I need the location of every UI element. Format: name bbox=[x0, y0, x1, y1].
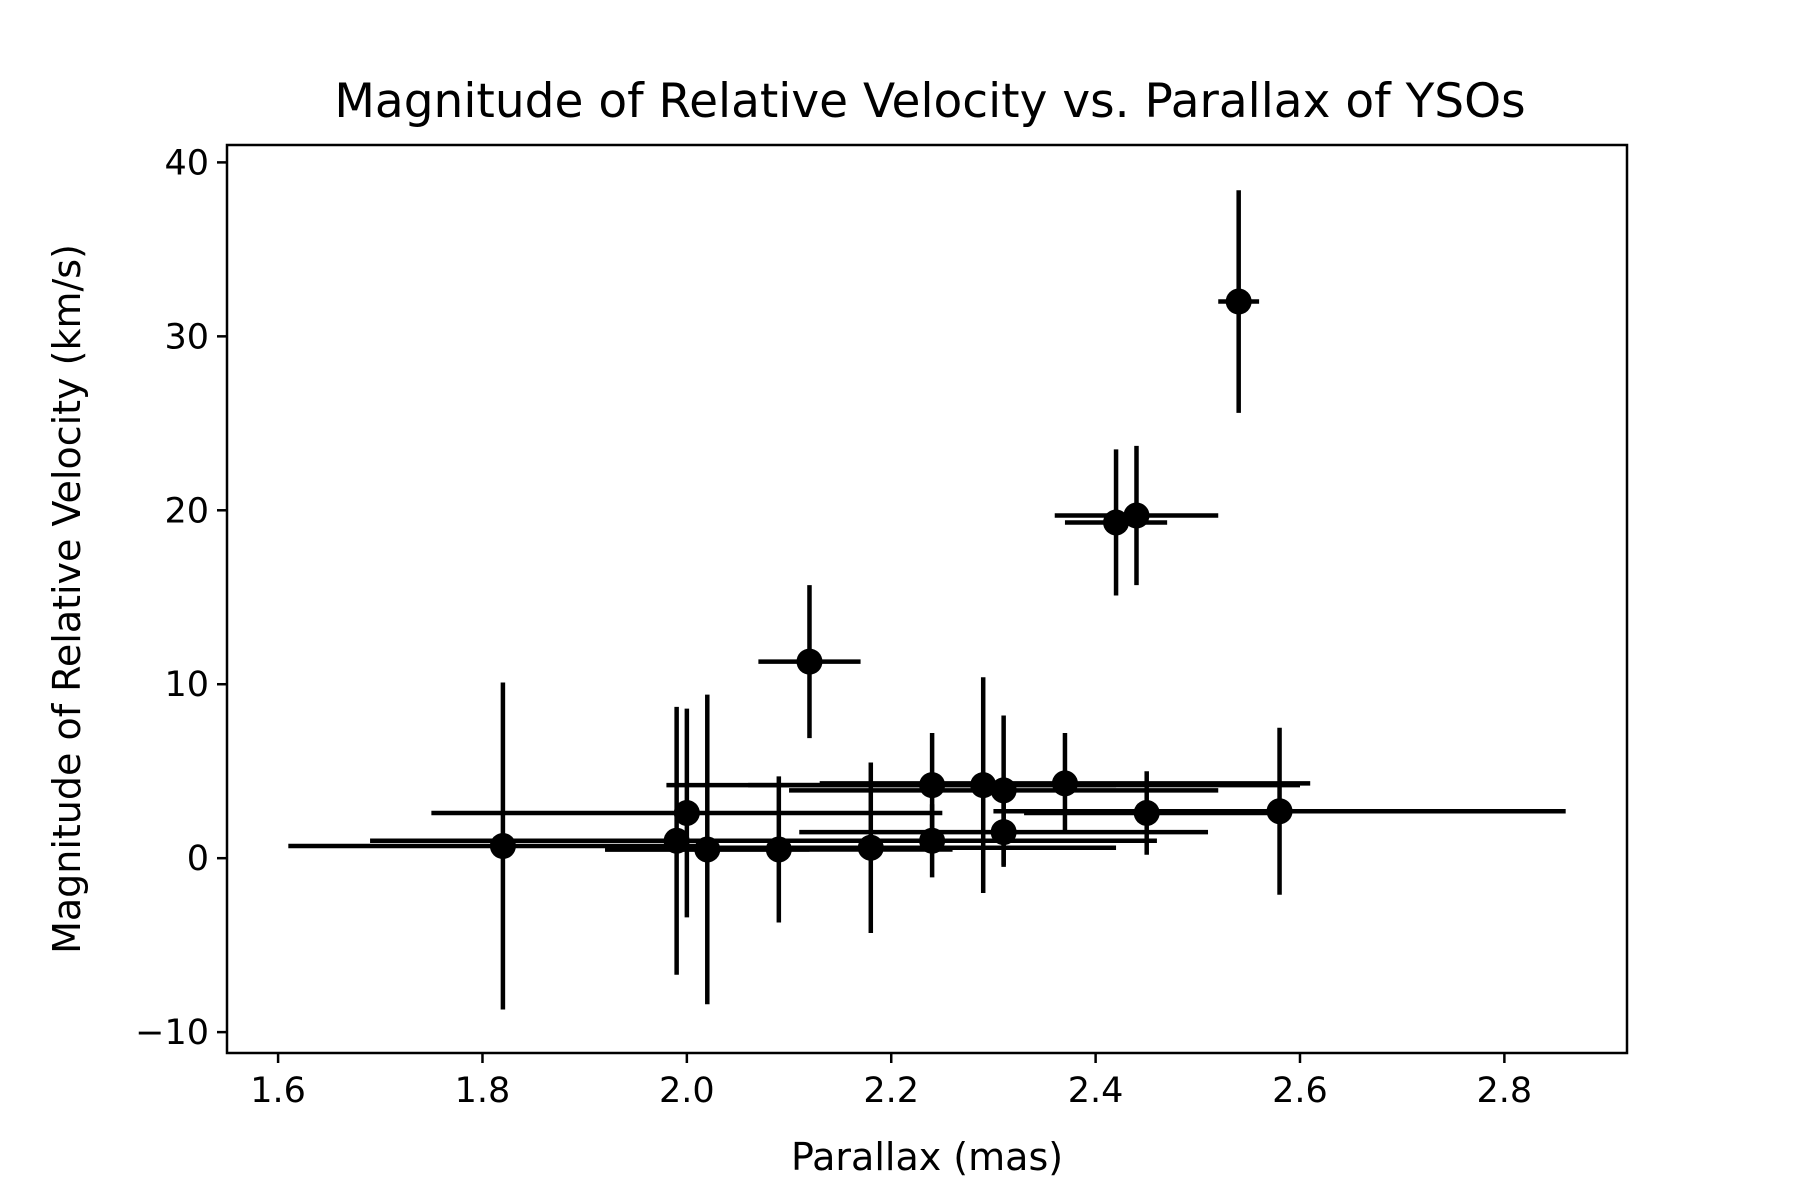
point-marker bbox=[489, 833, 516, 860]
point-marker bbox=[1225, 288, 1252, 315]
y-tick-label: 40 bbox=[164, 143, 209, 183]
y-axis: −10 0 10 20 30 40 bbox=[135, 143, 227, 1053]
data-point-3 bbox=[431, 708, 943, 918]
x-tick-label: 2.4 bbox=[1068, 1071, 1124, 1111]
point-marker bbox=[1051, 770, 1078, 797]
point-marker bbox=[673, 799, 700, 826]
point-marker bbox=[1266, 798, 1293, 825]
y-tick-label: 30 bbox=[164, 317, 209, 357]
y-tick-label: 10 bbox=[164, 665, 209, 705]
y-tick-label: 0 bbox=[187, 839, 209, 879]
data-point-13 bbox=[819, 732, 1311, 834]
data-point-12 bbox=[799, 797, 1209, 867]
y-tick-label: 20 bbox=[164, 491, 209, 531]
plot-frame bbox=[225, 143, 1629, 1055]
data-layer bbox=[288, 190, 1566, 1010]
data-point-18 bbox=[993, 727, 1566, 895]
x-tick-label: 2.8 bbox=[1477, 1071, 1533, 1111]
data-point-17 bbox=[1218, 190, 1260, 413]
point-marker bbox=[796, 648, 823, 675]
x-axis-label: Parallax (mas) bbox=[791, 1135, 1063, 1179]
y-tick-label: −10 bbox=[135, 1013, 209, 1053]
point-marker bbox=[990, 819, 1017, 846]
data-point-6 bbox=[758, 585, 861, 739]
x-tick-label: 2.0 bbox=[659, 1071, 715, 1111]
point-marker bbox=[1123, 502, 1150, 529]
x-tick-label: 2.2 bbox=[863, 1071, 919, 1111]
x-axis: 1.6 1.8 2.0 2.2 2.4 2.6 2.8 bbox=[250, 1053, 1532, 1111]
y-axis-label: Magnitude of Relative Velocity (km/s) bbox=[45, 244, 89, 954]
x-tick-label: 2.6 bbox=[1272, 1071, 1328, 1111]
x-tick-label: 1.8 bbox=[455, 1071, 511, 1111]
x-tick-label: 1.6 bbox=[250, 1071, 306, 1111]
chart-title: Magnitude of Relative Velocity vs. Paral… bbox=[334, 74, 1525, 129]
data-point-15 bbox=[1054, 445, 1219, 586]
